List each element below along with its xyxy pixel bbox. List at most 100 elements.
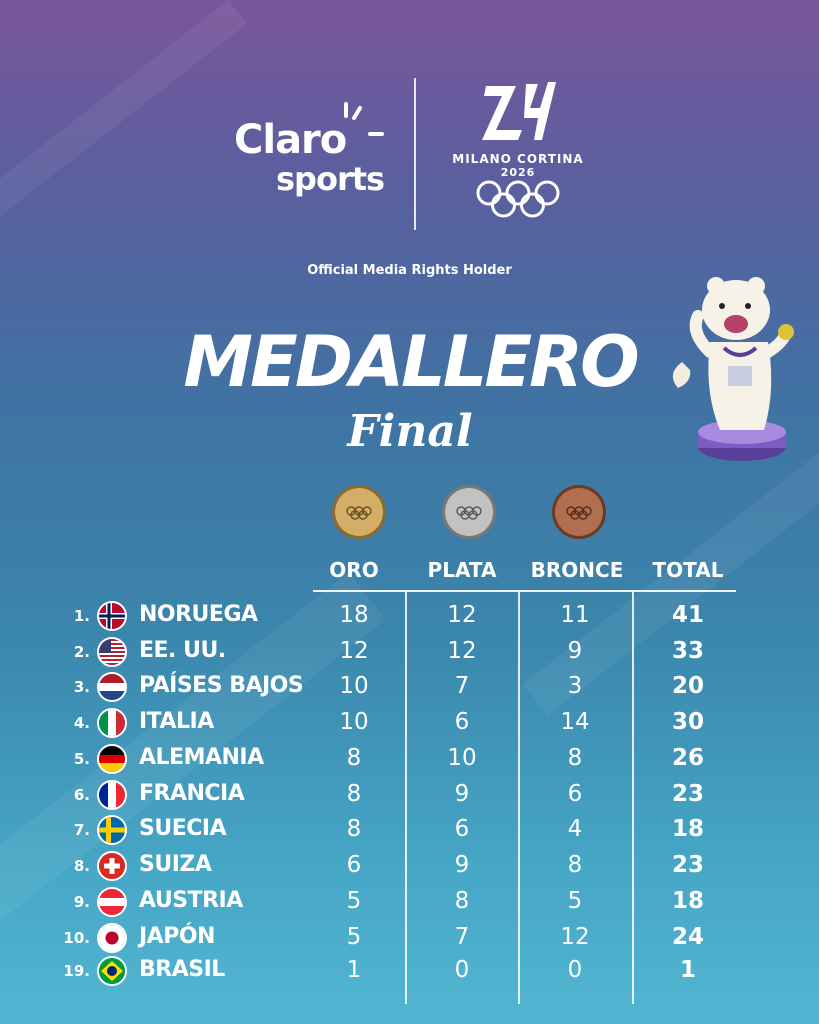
silver-count: 9 [454,781,470,807]
rank: 5. [73,750,90,768]
rank: 1. [73,607,90,625]
country-name: AUSTRIA [139,888,243,913]
games-emblem-icon [482,82,556,140]
rights-holder-text: Official Media Rights Holder [307,263,512,278]
page-title: MEDALLERO [183,321,639,403]
total-count: 23 [671,852,704,878]
gold-count: 8 [346,745,362,771]
gold-count: 8 [346,816,362,842]
bronze-count: 6 [567,781,583,807]
page-subtitle: Final [347,406,473,457]
country-name: EE. UU. [139,638,226,663]
country-name: NORUEGA [139,602,258,627]
games-name: MILANO CORTINA [452,152,584,166]
column-header-silver: PLATA [427,558,497,582]
silver-count: 0 [454,957,470,983]
total-count: 41 [671,602,704,628]
bronze-count: 12 [560,924,590,950]
silver-medal-icon [441,484,497,540]
rank: 7. [73,821,90,839]
rank: 8. [73,857,90,875]
table-row: 9. AUSTRIA 5 8 5 18 [0,884,819,920]
silver-count: 9 [454,852,470,878]
table-row: 19. BRASIL 1 0 0 1 [0,953,819,989]
bronze-count: 3 [567,673,583,699]
column-divider [632,592,634,1004]
gold-count: 10 [339,709,369,735]
gold-count: 6 [346,852,362,878]
milano-cortina-logo: MILANO CORTINA 2026 [448,78,588,233]
bronze-count: 4 [567,816,583,842]
column-divider [405,592,407,1004]
austria-flag-icon [97,887,127,917]
claro-rays-icon [344,102,384,136]
table-row: 8. SUIZA 6 9 8 23 [0,848,819,884]
games-year: 2026 [500,166,536,179]
country-name: SUIZA [139,852,212,877]
country-name: JAPÓN [139,924,215,949]
country-name: FRANCIA [139,781,245,806]
usa-flag-icon [97,637,127,667]
table-row: 1. NORUEGA 18 12 11 41 [0,598,819,634]
rank: 10. [63,929,90,947]
gold-count: 10 [339,673,369,699]
switzerland-flag-icon [97,851,127,881]
germany-flag-icon [97,744,127,774]
brazil-flag-icon [97,956,127,986]
rank: 4. [73,714,90,732]
column-header-bronze: BRONCE [530,558,624,582]
country-name: ITALIA [139,709,214,734]
olympic-rings-icon [476,180,560,218]
total-count: 26 [671,745,704,771]
total-count: 1 [679,957,696,983]
japan-flag-icon [97,923,127,953]
table-row: 7. SUECIA 8 6 4 18 [0,812,819,848]
table-row: 6. FRANCIA 8 9 6 23 [0,777,819,813]
country-name: SUECIA [139,816,227,841]
country-name: BRASIL [139,957,225,982]
rank: 2. [73,643,90,661]
italy-flag-icon [97,708,127,738]
silver-count: 7 [454,673,470,699]
gold-count: 1 [346,957,362,983]
bronze-count: 9 [567,638,583,664]
table-row: 3. PAÍSES BAJOS 10 7 3 20 [0,669,819,705]
column-divider [518,592,520,1004]
header-divider [414,78,416,230]
bronze-count: 8 [567,745,583,771]
mascot-illustration [672,277,794,461]
table-row: 2. EE. UU. 12 12 9 33 [0,634,819,670]
gold-count: 8 [346,781,362,807]
silver-count: 6 [454,816,470,842]
rank: 3. [73,678,90,696]
rank: 19. [63,962,90,980]
total-count: 24 [671,924,704,950]
silver-count: 6 [454,709,470,735]
total-count: 23 [671,781,704,807]
background-streak [0,0,247,270]
rank: 9. [73,893,90,911]
total-count: 30 [671,709,704,735]
gold-count: 18 [339,602,369,628]
sweden-flag-icon [97,815,127,845]
brand-line1: Claro [234,117,347,163]
bronze-count: 8 [567,852,583,878]
bronze-count: 0 [567,957,583,983]
gold-medal-icon [331,484,387,540]
country-name: PAÍSES BAJOS [139,673,304,698]
total-count: 18 [671,888,704,914]
claro-sports-logo: Claro sports [234,118,394,196]
norway-flag-icon [97,601,127,631]
bronze-medal-icon [551,484,607,540]
silver-count: 12 [447,602,477,628]
total-count: 20 [671,673,704,699]
bronze-count: 11 [560,602,590,628]
silver-count: 10 [447,745,477,771]
total-count: 33 [671,638,704,664]
silver-count: 8 [454,888,470,914]
header-logos: Claro sports MILANO CORTINA 2026 [230,78,590,238]
bronze-count: 5 [567,888,583,914]
table-row: 10. JAPÓN 5 7 12 24 [0,920,819,956]
country-name: ALEMANIA [139,745,264,770]
bronze-count: 14 [560,709,590,735]
